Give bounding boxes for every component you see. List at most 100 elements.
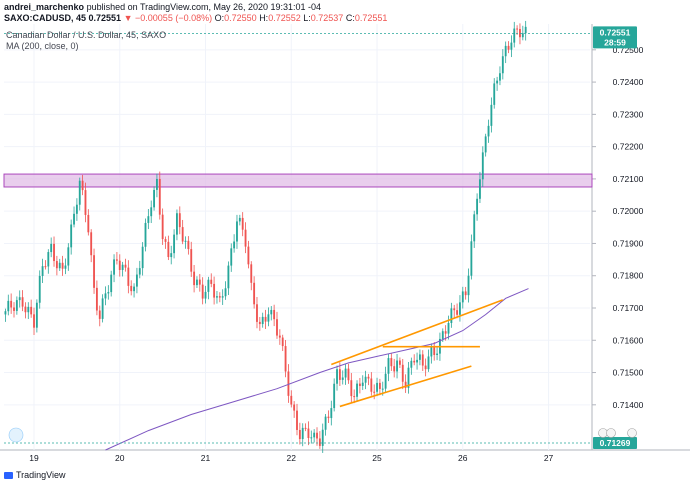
- candle-body: [18, 297, 21, 301]
- symbol-label: SAXO:CADUSD, 45: [4, 13, 87, 23]
- candle-body: [453, 308, 456, 311]
- candle-body: [407, 367, 410, 388]
- event-flag-icon: [627, 428, 637, 438]
- candle-body: [516, 28, 519, 30]
- candle-body: [258, 321, 261, 325]
- candle-body: [238, 217, 241, 222]
- candle-body: [247, 246, 250, 265]
- candle-body: [396, 360, 398, 372]
- y-tick-label: 0.72100: [613, 174, 644, 184]
- candle-body: [479, 179, 481, 199]
- y-tick-label: 0.72000: [613, 206, 644, 216]
- candle-body: [184, 240, 187, 242]
- candle-body: [387, 358, 390, 374]
- candle-body: [298, 429, 301, 440]
- y-tick-label: 0.71600: [613, 335, 644, 345]
- candle-body: [198, 279, 201, 285]
- author-name[interactable]: andrei_marchenko: [4, 2, 85, 12]
- candle-body: [124, 264, 127, 268]
- candle-body: [241, 217, 244, 230]
- candle-body: [95, 287, 98, 311]
- candle-body: [296, 410, 298, 430]
- candle-body: [338, 369, 341, 380]
- candle-body: [384, 373, 387, 389]
- open-value: 0.72550: [224, 13, 257, 23]
- candle-body: [456, 310, 459, 315]
- candle-body: [227, 265, 230, 289]
- ma-line: [105, 288, 529, 451]
- candle-body: [173, 234, 176, 254]
- candle-body: [55, 261, 58, 269]
- candle-body: [356, 383, 358, 397]
- candle-body: [164, 239, 167, 242]
- candle-body: [176, 213, 178, 235]
- candle-body: [113, 259, 115, 275]
- y-tick-label: 0.72400: [613, 77, 644, 87]
- candle-body: [244, 229, 247, 247]
- candle-body: [204, 291, 207, 299]
- y-tick-label: 0.71900: [613, 238, 644, 248]
- candle-body: [347, 368, 350, 381]
- candle-body: [150, 207, 153, 217]
- y-tick-label: 0.71400: [613, 400, 644, 410]
- candle-body: [476, 198, 479, 215]
- candle-body: [507, 45, 510, 50]
- last-price-badge-value: 0.72551: [600, 27, 631, 37]
- candle-body: [304, 427, 307, 429]
- candle-body: [193, 271, 196, 286]
- y-tick-label: 0.71800: [613, 271, 644, 281]
- event-flag-icon: [598, 428, 608, 438]
- publish-info: andrei_marchenko published on TradingVie…: [4, 2, 321, 12]
- candle-body: [127, 267, 130, 286]
- candle-body: [38, 275, 41, 303]
- change-value: −0.00055 (−0.08%): [135, 13, 213, 23]
- channel-upper-line: [331, 299, 504, 366]
- candle-body: [341, 377, 344, 380]
- candle-body: [233, 241, 236, 249]
- candle-body: [324, 416, 327, 430]
- candle-body: [418, 354, 421, 360]
- candle-body: [221, 296, 224, 298]
- candle-body: [161, 214, 164, 240]
- y-tick-label: 0.71700: [613, 303, 644, 313]
- candle-body: [410, 360, 413, 368]
- candle-body: [467, 275, 470, 296]
- candle-body: [35, 302, 38, 328]
- candle-body: [524, 26, 527, 34]
- candle-body: [224, 288, 227, 297]
- candle-body: [4, 311, 7, 315]
- candle-body: [401, 364, 404, 382]
- tradingview-logo: TradingView: [4, 470, 66, 480]
- candle-body: [496, 80, 499, 84]
- candle-body: [201, 284, 204, 299]
- candle-body: [138, 268, 141, 275]
- open-label: O:: [214, 13, 225, 23]
- candle-body: [521, 33, 524, 38]
- candle-body: [115, 259, 118, 261]
- candle-body: [101, 298, 104, 319]
- candle-body: [459, 302, 461, 315]
- candle-body: [213, 283, 216, 298]
- candle-body: [450, 308, 453, 324]
- x-tick-label: 19: [29, 453, 39, 463]
- candle-body: [13, 307, 15, 311]
- candle-body: [230, 248, 233, 266]
- candle-body: [53, 243, 55, 262]
- candle-body: [321, 429, 324, 446]
- candle-body: [50, 243, 53, 253]
- candle-body: [336, 369, 338, 384]
- y-tick-label: 0.72500: [613, 45, 644, 55]
- candle-body: [270, 309, 273, 315]
- candle-body: [427, 356, 430, 370]
- low-value: 0.72537: [310, 13, 344, 23]
- candle-body: [104, 293, 107, 299]
- candle-body: [287, 371, 290, 396]
- candle-body: [393, 366, 396, 372]
- candle-body: [404, 381, 407, 388]
- candle-body: [47, 252, 50, 267]
- x-tick-label: 27: [544, 453, 554, 463]
- ma-legend: MA (200, close, 0): [6, 41, 79, 51]
- candle-body: [273, 309, 276, 320]
- candle-body: [167, 241, 170, 258]
